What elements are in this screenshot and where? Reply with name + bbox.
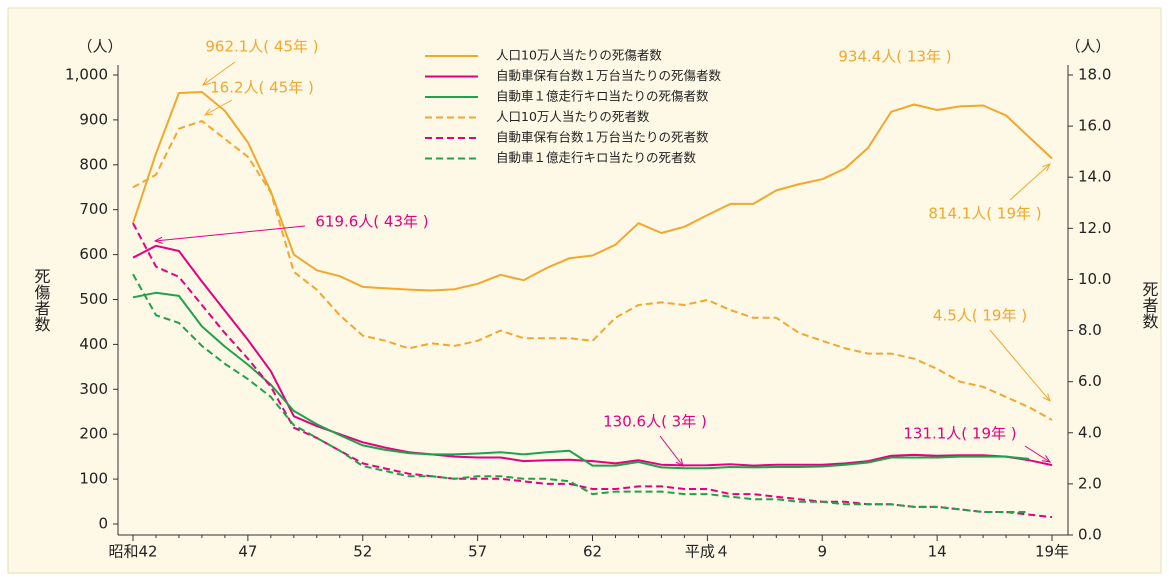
y-unit-label: （人） bbox=[77, 38, 122, 56]
y2-tick-label: 2.0 bbox=[1078, 474, 1102, 492]
x-tick-label: 52 bbox=[353, 543, 372, 561]
y2-tick-label: 6.0 bbox=[1078, 372, 1102, 390]
x-tick-label: 14 bbox=[928, 543, 947, 561]
series-line bbox=[132, 91, 1053, 292]
legend-label: 自動車１億走行キロ当たりの死者数 bbox=[496, 150, 697, 165]
y-tick-label: 300 bbox=[79, 380, 108, 398]
annotation: 131.1人( 19年 ) bbox=[903, 425, 1016, 443]
y2-axis-label: 死者数 bbox=[1140, 281, 1159, 329]
annotation-arrow bbox=[202, 61, 236, 86]
y2-tick-label: 12.0 bbox=[1078, 219, 1111, 237]
annotation: 619.6人( 43年 ) bbox=[315, 213, 428, 231]
y-tick-label: 400 bbox=[79, 335, 108, 353]
annotation: 4.5人( 19年 ) bbox=[933, 307, 1027, 325]
x-tick-label: 62 bbox=[583, 543, 602, 561]
annotation-arrow bbox=[1024, 445, 1051, 463]
y2-tick-label: 0.0 bbox=[1078, 526, 1102, 544]
y-tick-label: 1,000 bbox=[65, 66, 108, 84]
legend-label: 人口10万人当たりの死者数 bbox=[496, 109, 650, 124]
y2-tick-label: 14.0 bbox=[1078, 168, 1111, 186]
y2-tick-label: 16.0 bbox=[1078, 117, 1111, 135]
y2-tick-label: 10.0 bbox=[1078, 270, 1111, 288]
legend-label: 人口10万人当たりの死傷者数 bbox=[496, 48, 662, 63]
annotation-arrow bbox=[989, 329, 1051, 402]
annotation-arrowhead bbox=[1042, 393, 1051, 402]
annotation-arrowhead bbox=[1042, 455, 1052, 463]
series-line bbox=[132, 291, 1030, 470]
x-tick-label: 昭和42 bbox=[108, 543, 157, 561]
y-tick-label: 100 bbox=[79, 470, 108, 488]
annotation-arrow bbox=[1009, 163, 1051, 201]
annotation-arrowhead bbox=[203, 108, 214, 116]
y-tick-label: 900 bbox=[79, 110, 108, 128]
x-tick-label: 平成４ bbox=[685, 543, 730, 561]
series-line bbox=[132, 273, 1029, 513]
y2-tick-label: 8.0 bbox=[1078, 321, 1102, 339]
background bbox=[7, 7, 1162, 574]
annotation-arrow bbox=[154, 225, 306, 242]
x-tick-label: 57 bbox=[468, 543, 487, 561]
annotation: 934.4人( 13年 ) bbox=[838, 48, 951, 66]
annotation-arrow bbox=[204, 99, 233, 116]
x-tick-label: 47 bbox=[238, 543, 257, 561]
y-tick-label: 200 bbox=[79, 425, 108, 443]
annotation-arrow bbox=[659, 435, 684, 467]
annotation: 962.1人( 45年 ) bbox=[205, 38, 318, 56]
legend-label: 自動車保有台数１万台当たりの死傷者数 bbox=[496, 68, 722, 83]
annotation-arrowhead bbox=[1042, 163, 1051, 172]
annotation-arrowhead bbox=[153, 236, 163, 244]
y2-tick-label: 4.0 bbox=[1078, 423, 1102, 441]
y2-unit-label: （人） bbox=[1065, 38, 1110, 56]
y-axis-label: 死傷者数 bbox=[32, 268, 51, 332]
annotation: 814.1人( 19年 ) bbox=[928, 205, 1041, 223]
y-tick-label: 700 bbox=[79, 200, 108, 218]
annotation: 130.6人( 3年 ) bbox=[603, 413, 707, 431]
y2-tick-label: 18.0 bbox=[1078, 66, 1111, 84]
y-tick-label: 800 bbox=[79, 155, 108, 173]
y-tick-label: 500 bbox=[79, 290, 108, 308]
x-tick-label: 19年 bbox=[1035, 543, 1069, 561]
series-line bbox=[132, 120, 1053, 421]
annotation-arrowhead bbox=[675, 458, 684, 468]
y-tick-label: 600 bbox=[79, 245, 108, 263]
y-tick-label: 0 bbox=[98, 515, 108, 533]
annotation-arrowhead bbox=[201, 77, 211, 86]
legend-label: 自動車１億走行キロ当たりの死傷者数 bbox=[496, 89, 709, 104]
annotation: 16.2人( 45年 ) bbox=[210, 79, 314, 97]
x-tick-label: 9 bbox=[817, 543, 827, 561]
legend-label: 自動車保有台数１万台当たりの死者数 bbox=[496, 130, 709, 145]
